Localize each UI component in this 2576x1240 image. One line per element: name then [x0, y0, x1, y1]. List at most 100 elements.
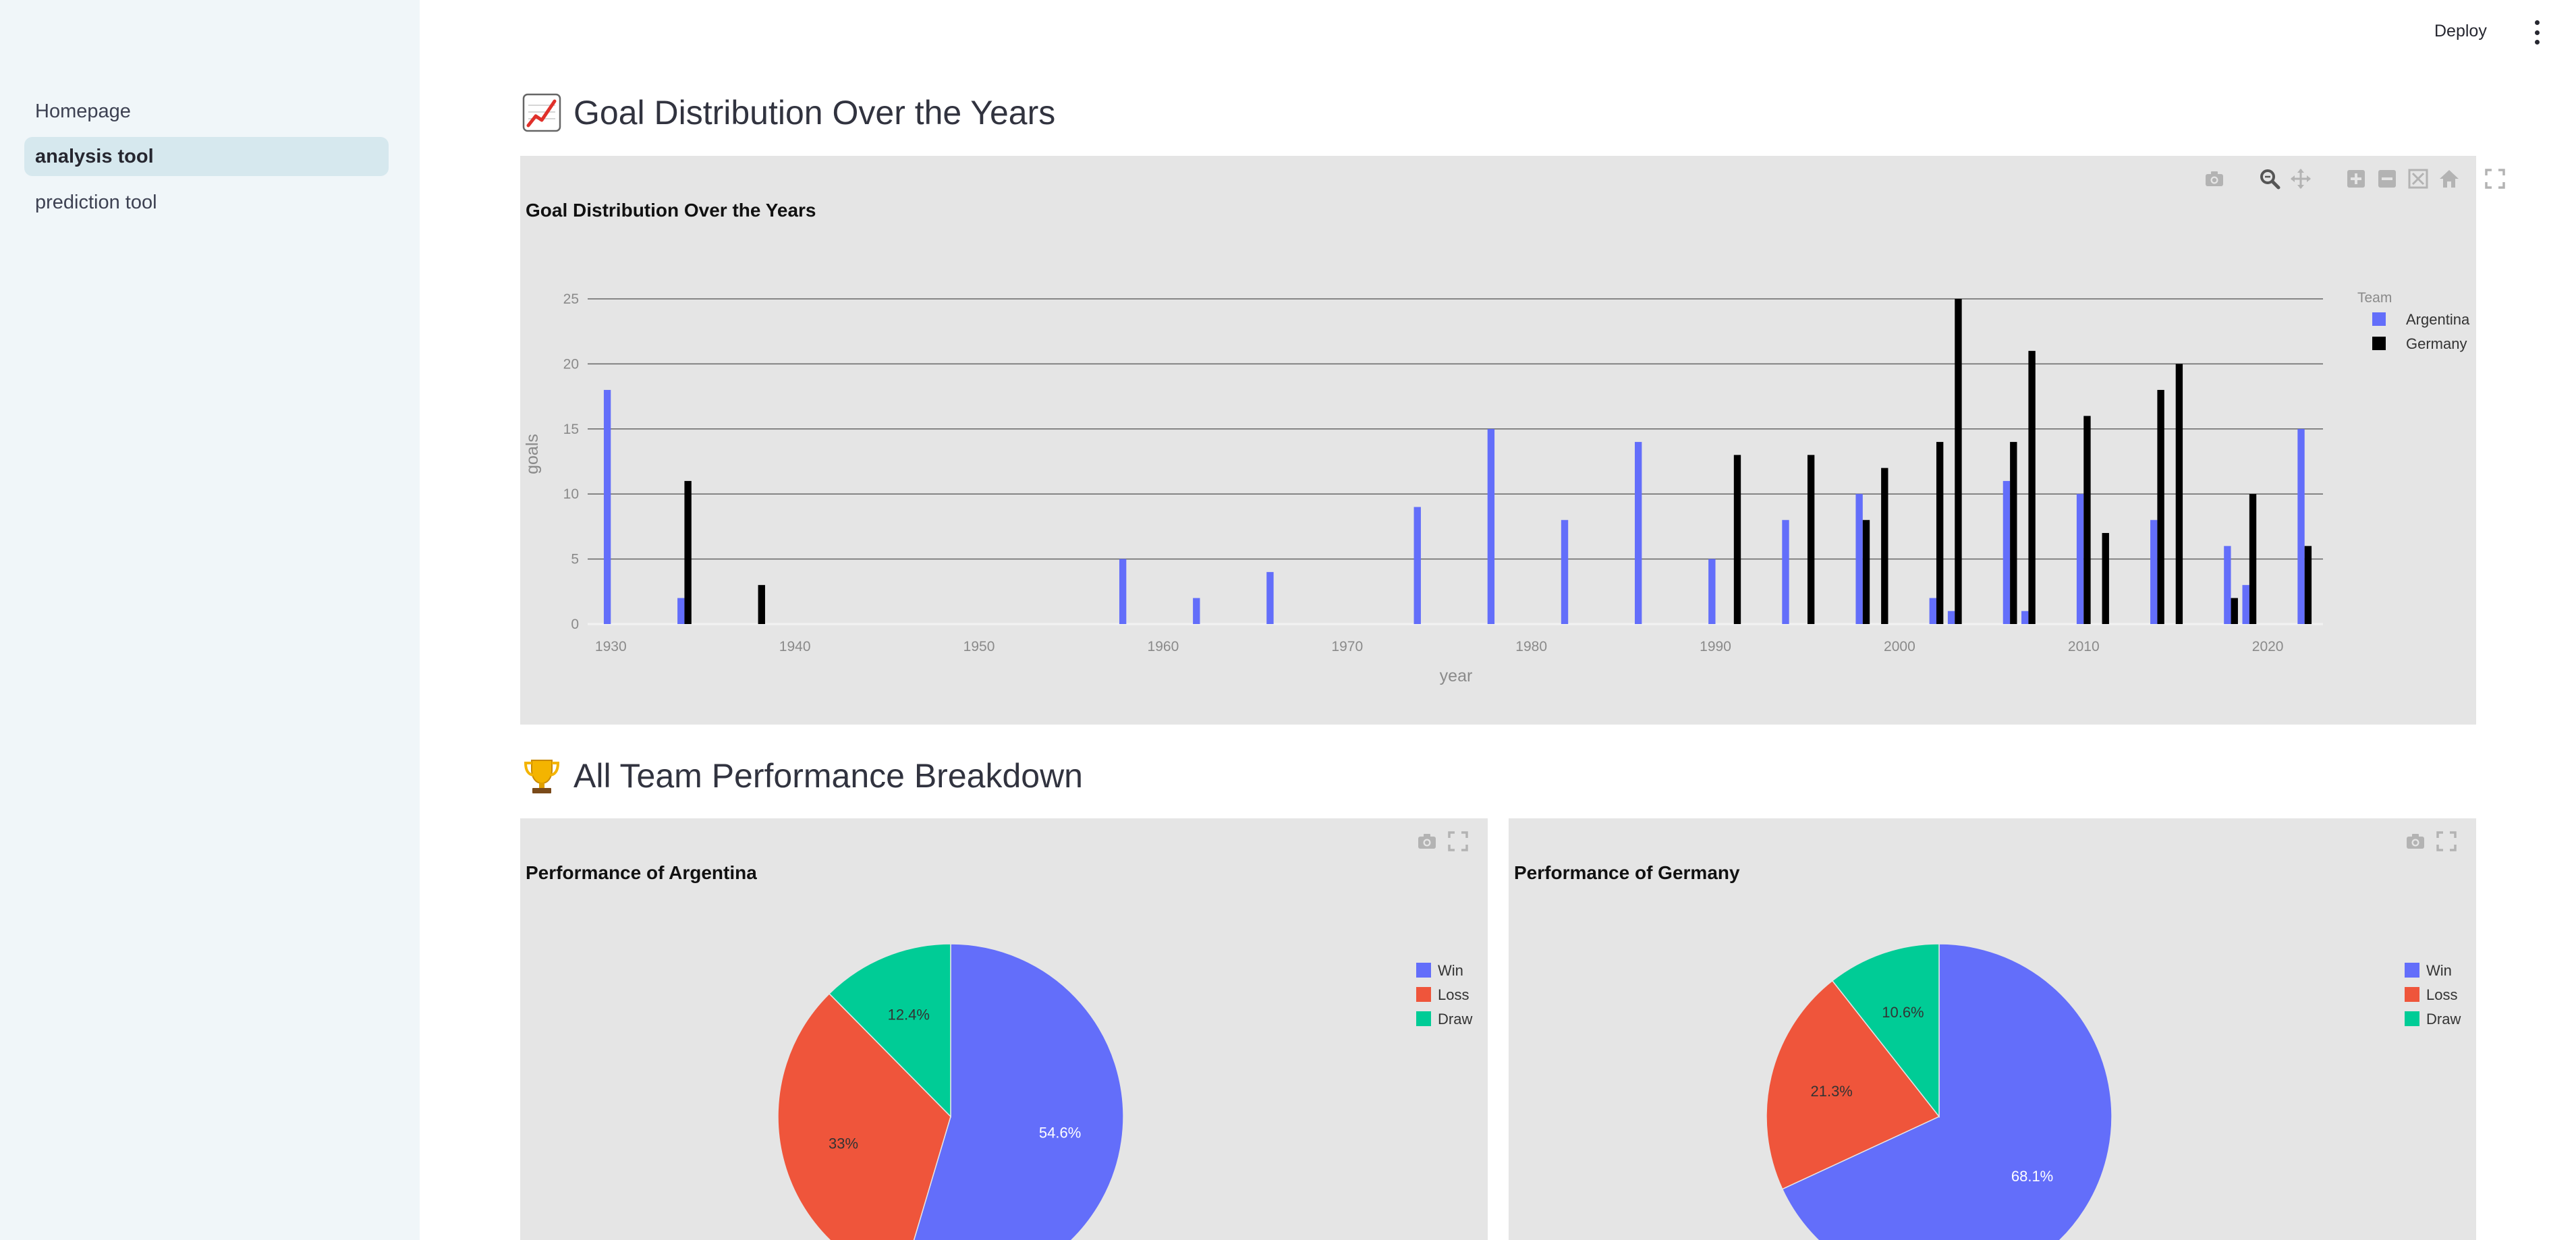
- x-tick-label: 1970: [1331, 639, 1363, 654]
- deploy-button[interactable]: Deploy: [2434, 22, 2487, 40]
- zoom-icon[interactable]: [2259, 168, 2280, 190]
- camera-icon[interactable]: [2204, 168, 2225, 190]
- legend-label-win[interactable]: Win: [2426, 962, 2452, 979]
- bar-germany-2010[interactable]: [2083, 416, 2091, 624]
- performance-argentina-panel: Performance of Argentina 54.6% 33% 12.4% W…: [520, 818, 1488, 1240]
- bar-argentina-1966[interactable]: [1266, 571, 1274, 624]
- autoscale-icon[interactable]: [2407, 168, 2429, 190]
- bar-germany-2018[interactable]: [2231, 598, 2238, 624]
- chart-modebar: [2204, 168, 2506, 190]
- sidebar-item-label: analysis tool: [35, 145, 154, 167]
- bar-argentina-1990[interactable]: [1708, 559, 1716, 624]
- legend-swatch-draw[interactable]: [1416, 1011, 1431, 1026]
- bar-germany-2003[interactable]: [1955, 299, 1962, 624]
- bar-argentina-1978[interactable]: [1487, 428, 1495, 624]
- bar-argentina-1962[interactable]: [1193, 598, 1200, 624]
- bar-germany-2007[interactable]: [2028, 351, 2036, 624]
- fullscreen-icon[interactable]: [2436, 830, 2457, 852]
- bar-germany-1998[interactable]: [1862, 519, 1870, 624]
- sidebar-item-homepage[interactable]: Homepage: [24, 92, 389, 131]
- fullscreen-icon[interactable]: [1447, 830, 1469, 852]
- legend-label-win[interactable]: Win: [1438, 962, 1463, 979]
- x-tick-label: 2020: [2252, 639, 2284, 654]
- zoom-in-icon[interactable]: [2345, 168, 2367, 190]
- sidebar-item-analysis-tool[interactable]: analysis tool: [24, 137, 389, 176]
- bar-argentina-2006[interactable]: [2003, 480, 2011, 624]
- zoom-out-icon[interactable]: [2376, 168, 2398, 190]
- legend-label-argentina[interactable]: Argentina: [2406, 311, 2470, 328]
- x-tick-label: 1930: [595, 639, 627, 654]
- bar-argentina-2014[interactable]: [2150, 519, 2158, 624]
- sidebar-item-prediction-tool[interactable]: prediction tool: [24, 183, 389, 222]
- chart-title: Performance of Argentina: [526, 862, 757, 883]
- pan-icon[interactable]: [2290, 168, 2312, 190]
- pie-slice-loss[interactable]: [1766, 980, 1940, 1190]
- legend-swatch-loss[interactable]: [2405, 987, 2419, 1002]
- bar-germany-1991[interactable]: [1733, 455, 1741, 624]
- pie-value-label-draw: 10.6%: [1882, 1004, 1924, 1021]
- bar-germany-1934[interactable]: [684, 480, 692, 624]
- bar-germany-2006[interactable]: [2010, 442, 2017, 624]
- bar-germany-1938[interactable]: [758, 585, 765, 624]
- bar-argentina-1982[interactable]: [1561, 519, 1569, 624]
- bar-argentina-2010[interactable]: [2076, 494, 2084, 624]
- bar-germany-2019[interactable]: [2249, 494, 2257, 624]
- legend-swatch-draw[interactable]: [2405, 1011, 2419, 1026]
- x-tick-label: 1950: [963, 639, 995, 654]
- pie-slice-win[interactable]: [901, 943, 1124, 1240]
- bar-argentina-2018[interactable]: [2224, 546, 2231, 624]
- legend-label-loss[interactable]: Loss: [1438, 986, 1469, 1003]
- bar-germany-2002[interactable]: [1936, 442, 1944, 624]
- bar-germany-2011[interactable]: [2102, 533, 2109, 624]
- bar-argentina-2022[interactable]: [2297, 428, 2305, 624]
- bar-argentina-1974[interactable]: [1413, 507, 1421, 624]
- chart-modebar: [2405, 830, 2457, 852]
- bar-germany-2022[interactable]: [2304, 546, 2312, 624]
- legend-swatch-win[interactable]: [1416, 963, 1431, 978]
- camera-icon[interactable]: [2405, 830, 2426, 852]
- legend-label-draw[interactable]: Draw: [2426, 1011, 2461, 1027]
- pie-slice-loss[interactable]: [777, 992, 951, 1240]
- legend-swatch-win[interactable]: [2405, 963, 2419, 978]
- chart-title: Performance of Germany: [1514, 862, 1740, 883]
- legend-swatch-argentina[interactable]: [2372, 312, 2386, 326]
- sidebar-item-label: prediction tool: [35, 191, 157, 213]
- home-icon[interactable]: [2438, 168, 2460, 190]
- pie-slice-draw[interactable]: [829, 943, 951, 1118]
- chart-modebar: [1416, 830, 1469, 852]
- bar-argentina-2002[interactable]: [1929, 598, 1936, 624]
- x-tick-label: 1960: [1148, 639, 1179, 654]
- x-tick-label: 1940: [779, 639, 811, 654]
- camera-icon[interactable]: [1416, 830, 1438, 852]
- bar-argentina-1958[interactable]: [1119, 559, 1127, 624]
- legend-swatch-loss[interactable]: [1416, 987, 1431, 1002]
- pie-slice-win[interactable]: [1781, 943, 2112, 1240]
- fullscreen-icon[interactable]: [2484, 168, 2506, 190]
- bar-argentina-1994[interactable]: [1782, 519, 1789, 624]
- y-axis-title: goals: [523, 434, 542, 474]
- bar-argentina-2003[interactable]: [1947, 611, 1955, 624]
- bar-argentina-2007[interactable]: [2021, 611, 2029, 624]
- bar-germany-1999[interactable]: [1881, 468, 1888, 624]
- bar-argentina-1998[interactable]: [1855, 494, 1863, 624]
- main-menu-icon[interactable]: [2530, 20, 2544, 45]
- pie-slice-draw[interactable]: [1831, 943, 1940, 1119]
- legend-title: Team: [2357, 290, 2392, 306]
- y-tick-label: 15: [563, 422, 579, 437]
- bar-germany-2014[interactable]: [2157, 389, 2164, 624]
- bar-argentina-1930[interactable]: [603, 389, 611, 624]
- bar-germany-1995[interactable]: [1807, 455, 1815, 624]
- x-tick-label: 1990: [1700, 639, 1731, 654]
- performance-argentina-pie-chart: 54.6% 33% 12.4% Win Loss Draw: [777, 943, 1472, 1240]
- y-tick-label: 0: [571, 617, 579, 632]
- legend-label-loss[interactable]: Loss: [2426, 986, 2457, 1003]
- bar-argentina-1934[interactable]: [677, 598, 685, 624]
- legend-label-draw[interactable]: Draw: [1438, 1011, 1472, 1027]
- legend-label-germany[interactable]: Germany: [2406, 335, 2467, 352]
- bar-argentina-1986[interactable]: [1635, 442, 1642, 624]
- pie-value-label-win: 54.6%: [1039, 1125, 1081, 1142]
- legend-swatch-germany[interactable]: [2372, 337, 2386, 350]
- bar-germany-2015[interactable]: [2175, 364, 2183, 624]
- bar-argentina-2019[interactable]: [2242, 585, 2249, 624]
